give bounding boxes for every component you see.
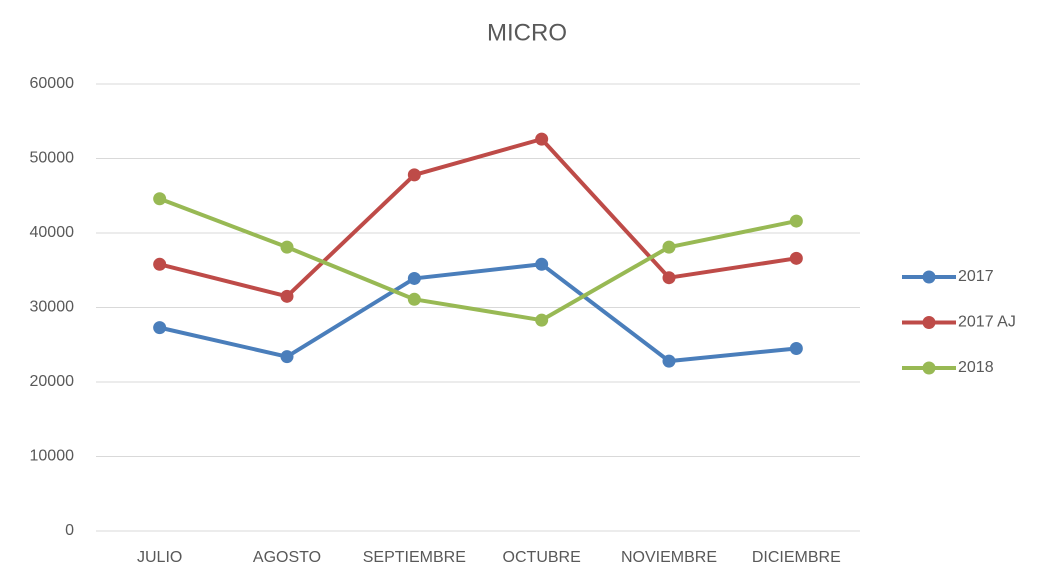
data-point <box>789 251 803 265</box>
data-point <box>280 350 294 364</box>
data-point <box>789 341 803 355</box>
series-line <box>158 196 797 323</box>
y-tick-label: 0 <box>65 522 74 539</box>
x-tick-label: AGOSTO <box>253 549 321 566</box>
y-tick-label: 60000 <box>30 75 75 92</box>
data-point <box>662 354 676 368</box>
y-tick-label: 30000 <box>30 299 75 316</box>
legend-label: 2017 AJ <box>958 314 1016 331</box>
series-line <box>159 137 797 299</box>
data-point <box>407 271 421 285</box>
legend-marker <box>922 316 936 329</box>
data-point <box>153 321 167 335</box>
data-point <box>407 292 421 306</box>
series-line <box>159 262 797 364</box>
data-point <box>407 168 421 182</box>
y-tick-label: 10000 <box>30 448 75 465</box>
legend-marker <box>922 361 936 375</box>
data-point <box>535 132 549 146</box>
y-tick-label: 40000 <box>30 224 75 241</box>
legend-label: 2017 <box>958 268 994 285</box>
data-point <box>662 271 676 285</box>
data-point <box>280 240 294 254</box>
y-tick-label: 20000 <box>30 373 75 390</box>
data-point <box>280 289 294 303</box>
legend-label: 2018 <box>958 359 994 376</box>
data-point <box>535 257 549 271</box>
x-tick-label: DICIEMBRE <box>752 549 841 566</box>
data-point <box>662 240 676 254</box>
x-tick-label: JULIO <box>137 549 182 566</box>
y-tick-label: 50000 <box>30 150 75 167</box>
x-tick-label: NOVIEMBRE <box>621 549 717 566</box>
legend-marker <box>922 270 936 284</box>
x-tick-label: SEPTIEMBRE <box>363 549 466 566</box>
chart-title: MICRO <box>487 19 567 46</box>
data-point <box>535 313 549 327</box>
data-point <box>789 214 803 228</box>
x-tick-label: OCTUBRE <box>503 549 581 566</box>
data-point <box>153 257 167 271</box>
data-point <box>153 192 167 206</box>
